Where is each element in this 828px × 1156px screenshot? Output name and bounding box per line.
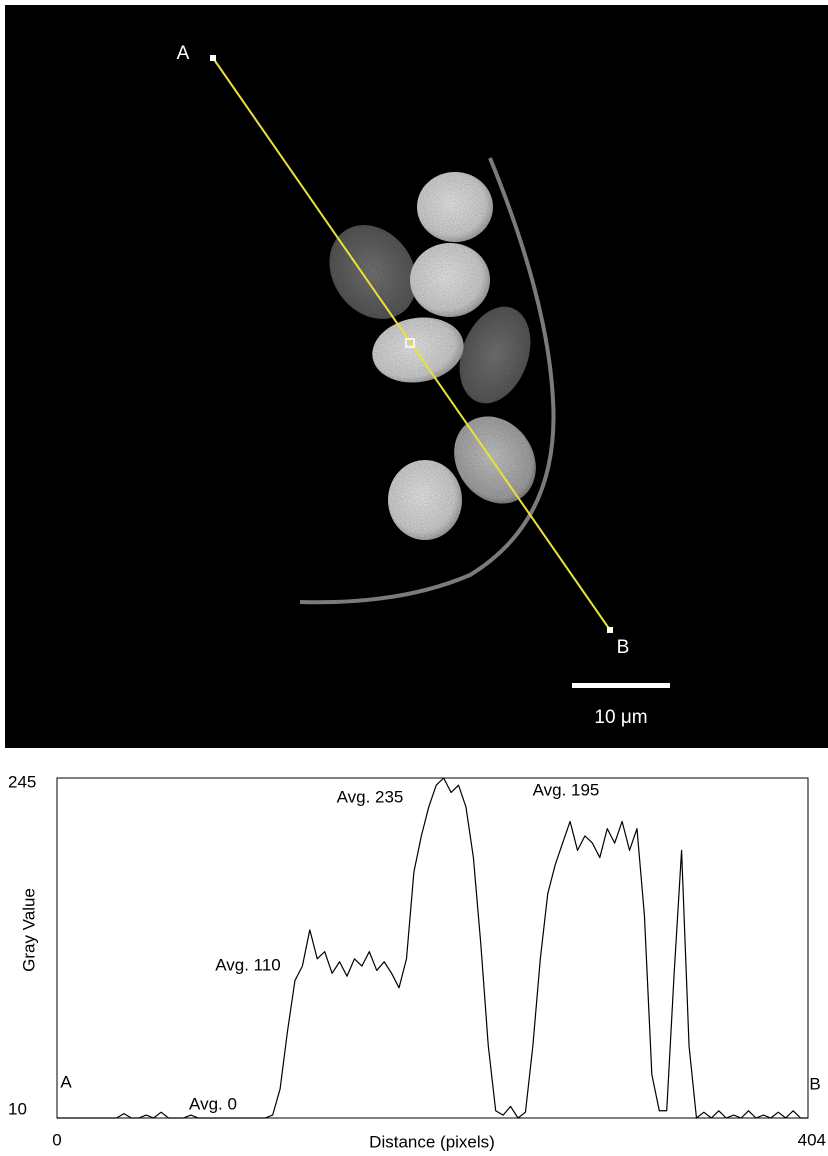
y-axis-label: Gray Value xyxy=(19,888,38,972)
profile-line xyxy=(57,777,808,1119)
x-tick-label: 0 xyxy=(52,1130,61,1149)
cell xyxy=(459,306,531,404)
endpoint-b xyxy=(607,627,613,633)
scale-bar-label: 10 μm xyxy=(594,707,647,728)
annotation: B xyxy=(809,1074,820,1093)
annotation: A xyxy=(60,1072,72,1091)
x-tick-label: 404 xyxy=(798,1130,826,1149)
scale-bar xyxy=(572,683,670,688)
plot-frame xyxy=(56,777,809,1119)
profile-line xyxy=(212,57,611,631)
annotation: Avg. 110 xyxy=(215,955,281,974)
cell xyxy=(372,317,464,383)
annotation: Avg. 0 xyxy=(189,1094,237,1113)
y-tick-label: 10 xyxy=(8,1099,27,1118)
y-tick-label: 245 xyxy=(8,772,36,791)
cell xyxy=(417,172,493,242)
annotation: Avg. 235 xyxy=(337,787,404,806)
cell xyxy=(454,416,536,504)
cell xyxy=(410,243,490,317)
point-a-label: A xyxy=(177,43,190,64)
point-b-label: B xyxy=(617,637,630,658)
x-axis-label: Distance (pixels) xyxy=(369,1132,495,1151)
cell xyxy=(329,225,417,319)
cells xyxy=(329,172,536,540)
endpoint-a xyxy=(210,55,216,61)
cell xyxy=(388,460,462,540)
cell-wall xyxy=(299,157,556,605)
midpoint-handle xyxy=(405,338,415,348)
annotation: Avg. 195 xyxy=(533,780,600,799)
